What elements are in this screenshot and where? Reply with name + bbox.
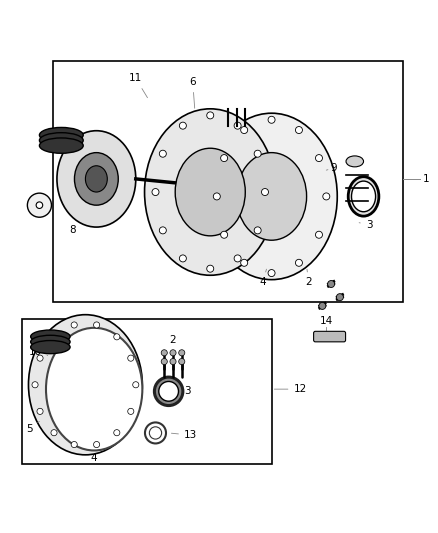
Circle shape [179, 359, 185, 365]
Circle shape [51, 430, 57, 436]
Text: 11: 11 [129, 74, 148, 98]
Ellipse shape [31, 335, 70, 349]
Circle shape [32, 382, 38, 388]
Circle shape [161, 350, 167, 356]
Circle shape [161, 359, 167, 365]
Text: 8: 8 [69, 216, 84, 235]
Circle shape [37, 408, 43, 415]
Text: 5: 5 [26, 422, 39, 433]
Text: 4: 4 [259, 269, 266, 287]
Circle shape [315, 231, 322, 238]
Circle shape [133, 382, 139, 388]
Ellipse shape [31, 330, 70, 343]
Circle shape [71, 322, 77, 328]
Circle shape [37, 355, 43, 361]
Ellipse shape [206, 113, 337, 280]
Ellipse shape [237, 152, 307, 240]
Circle shape [241, 126, 248, 134]
FancyBboxPatch shape [53, 61, 403, 302]
Ellipse shape [346, 156, 364, 167]
Circle shape [254, 227, 261, 234]
Ellipse shape [39, 133, 83, 148]
Circle shape [323, 193, 330, 200]
Circle shape [261, 189, 268, 196]
Text: 1: 1 [423, 174, 429, 184]
Circle shape [71, 441, 77, 448]
Text: 3: 3 [178, 386, 191, 397]
Circle shape [328, 280, 335, 287]
Circle shape [221, 231, 228, 238]
Ellipse shape [57, 131, 136, 227]
Circle shape [240, 259, 247, 266]
Ellipse shape [39, 127, 83, 143]
Text: 2: 2 [305, 269, 312, 287]
Circle shape [51, 334, 57, 340]
Circle shape [268, 270, 275, 277]
Circle shape [295, 259, 303, 266]
Circle shape [234, 122, 241, 129]
Ellipse shape [145, 423, 166, 443]
Circle shape [152, 189, 159, 196]
Text: 14: 14 [320, 316, 333, 326]
Ellipse shape [27, 193, 51, 217]
Ellipse shape [154, 377, 183, 406]
Text: 10: 10 [64, 130, 94, 140]
Ellipse shape [31, 341, 70, 354]
Circle shape [319, 302, 326, 310]
Circle shape [180, 255, 186, 262]
Circle shape [159, 150, 166, 157]
Text: 9: 9 [326, 163, 337, 173]
Circle shape [170, 350, 176, 356]
Circle shape [221, 155, 228, 161]
Ellipse shape [28, 314, 142, 455]
Ellipse shape [348, 177, 379, 216]
Circle shape [170, 359, 176, 365]
Ellipse shape [46, 328, 142, 450]
Circle shape [114, 430, 120, 436]
Circle shape [114, 334, 120, 340]
FancyBboxPatch shape [22, 319, 272, 464]
Circle shape [254, 150, 261, 157]
Text: 7: 7 [114, 198, 131, 210]
Circle shape [295, 126, 303, 134]
Ellipse shape [351, 181, 376, 212]
Circle shape [159, 227, 166, 234]
Circle shape [180, 122, 186, 129]
Circle shape [94, 441, 100, 448]
Circle shape [128, 408, 134, 415]
Text: 10: 10 [28, 347, 48, 357]
Ellipse shape [159, 382, 178, 401]
Text: 13: 13 [171, 430, 197, 440]
Circle shape [268, 116, 275, 123]
Text: 3: 3 [359, 220, 372, 230]
Ellipse shape [39, 138, 83, 154]
Circle shape [336, 294, 343, 301]
Circle shape [94, 322, 100, 328]
Circle shape [179, 350, 185, 356]
Ellipse shape [175, 148, 245, 236]
Ellipse shape [145, 109, 276, 275]
Ellipse shape [74, 152, 118, 205]
Circle shape [234, 255, 241, 262]
Circle shape [315, 155, 322, 161]
Ellipse shape [149, 427, 162, 439]
FancyBboxPatch shape [314, 332, 346, 342]
Text: 5: 5 [191, 230, 202, 253]
Text: 4: 4 [91, 447, 98, 463]
Circle shape [213, 193, 220, 200]
Circle shape [207, 265, 214, 272]
Text: 2: 2 [170, 335, 177, 353]
Circle shape [128, 355, 134, 361]
Text: 6: 6 [189, 77, 196, 108]
Text: 12: 12 [274, 384, 307, 394]
Circle shape [207, 112, 214, 119]
Ellipse shape [36, 202, 42, 208]
Ellipse shape [85, 166, 107, 192]
